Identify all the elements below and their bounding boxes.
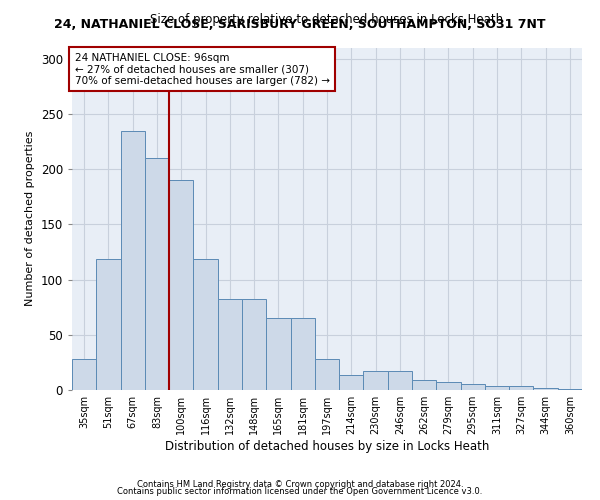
Bar [558,389,582,390]
Bar [72,359,96,390]
Text: 24, NATHANIEL CLOSE, SARISBURY GREEN, SOUTHAMPTON, SO31 7NT: 24, NATHANIEL CLOSE, SARISBURY GREEN, SO… [54,18,546,30]
Bar [412,380,436,390]
Bar [315,359,339,390]
Bar [509,386,533,390]
Bar [218,300,242,390]
Bar [266,318,290,390]
Bar [121,132,145,390]
Bar [193,258,218,390]
Bar [388,371,412,390]
Y-axis label: Number of detached properties: Number of detached properties [25,131,35,306]
Bar [364,371,388,390]
Text: 24 NATHANIEL CLOSE: 96sqm
← 27% of detached houses are smaller (307)
70% of semi: 24 NATHANIEL CLOSE: 96sqm ← 27% of detac… [74,52,329,86]
Bar [485,386,509,390]
Bar [461,384,485,390]
Bar [339,374,364,390]
Title: Size of property relative to detached houses in Locks Heath: Size of property relative to detached ho… [151,12,503,26]
Bar [242,300,266,390]
Text: Contains HM Land Registry data © Crown copyright and database right 2024.: Contains HM Land Registry data © Crown c… [137,480,463,489]
X-axis label: Distribution of detached houses by size in Locks Heath: Distribution of detached houses by size … [165,440,489,453]
Bar [436,382,461,390]
Bar [145,158,169,390]
Bar [533,388,558,390]
Bar [96,258,121,390]
Bar [169,180,193,390]
Text: Contains public sector information licensed under the Open Government Licence v3: Contains public sector information licen… [118,488,482,496]
Bar [290,318,315,390]
